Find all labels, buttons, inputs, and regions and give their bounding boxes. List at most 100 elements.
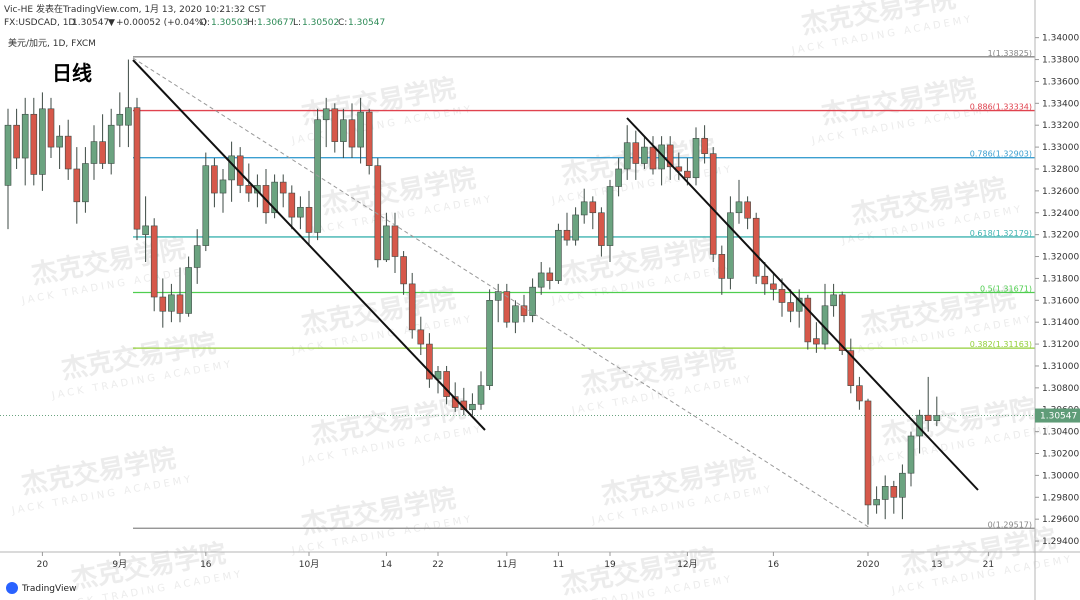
candle-body (400, 256, 407, 285)
candle-body (279, 181, 287, 194)
candle-body (684, 170, 691, 179)
candle-body (503, 291, 511, 323)
y-tick-label: 1.31400 (1042, 318, 1079, 328)
x-tick-label: 16 (768, 560, 780, 570)
candle-body (709, 153, 717, 255)
o-label: O: (200, 18, 210, 28)
y-tick-label: 1.30000 (1042, 471, 1079, 481)
candle-body (486, 300, 493, 386)
candle-body (331, 108, 339, 142)
header-line: Vic-HE 发表在TradingView.com, 1月 13, 2020 1… (4, 3, 266, 15)
candle-body (469, 403, 476, 411)
y-tick-label: 1.30200 (1042, 450, 1079, 460)
candle-body (770, 283, 777, 290)
candle-body (202, 165, 210, 246)
chart-title: 日线 (52, 61, 92, 85)
candle-body (933, 415, 941, 421)
x-tick-label: 10月 (299, 559, 319, 570)
y-tick-label: 1.31600 (1042, 296, 1079, 306)
candle-body (735, 201, 743, 214)
l-value: 1.30502 (302, 18, 339, 28)
candle-body (90, 141, 98, 164)
y-tick-label: 1.31800 (1042, 274, 1079, 284)
candle-body (718, 254, 726, 279)
trend-line (626, 117, 979, 491)
x-tick-label: 11月 (497, 559, 517, 570)
y-tick-label: 1.32400 (1042, 209, 1079, 219)
y-tick-label: 1.33600 (1042, 77, 1079, 87)
x-tick-label: 13 (931, 560, 942, 570)
candle-body (417, 329, 425, 345)
l-label: L: (293, 18, 301, 28)
tradingview-logo: TradingView (6, 582, 76, 594)
candle-body (529, 286, 536, 316)
candle-body (787, 302, 794, 312)
candle-body (82, 163, 89, 203)
candle-body (30, 113, 38, 175)
x-tick-label: 2020 (857, 560, 880, 570)
candle-body (813, 338, 820, 345)
last-price-label: 1.30547 (1040, 412, 1077, 422)
candle-body (692, 138, 700, 179)
candle-body (778, 289, 786, 303)
candle-body (443, 371, 450, 397)
y-tick-label: 1.33800 (1042, 56, 1079, 66)
h-label: H: (247, 18, 257, 28)
fib-label: 0.618(1.32179) (970, 229, 1032, 238)
candle-body (176, 294, 184, 314)
candle-body (365, 111, 373, 166)
candle-body (39, 108, 46, 175)
candle-body (563, 229, 571, 241)
x-tick-label: 9月 (112, 559, 127, 570)
candle-body (701, 138, 708, 154)
change: +0.00052 (+0.04%) (116, 18, 207, 28)
candle-body (228, 155, 235, 181)
x-tick-label: 14 (381, 560, 393, 570)
y-tick-label: 1.29400 (1042, 537, 1079, 547)
candle-body (856, 385, 863, 402)
candle-body (632, 142, 640, 164)
candle-body (838, 294, 846, 351)
candle-body (245, 185, 253, 194)
candle-body (185, 267, 192, 314)
x-tick-label: 21 (983, 560, 994, 570)
candle-body (744, 201, 751, 219)
candle-body (864, 400, 872, 506)
candle-body (649, 146, 657, 170)
y-tick-label: 1.33400 (1042, 99, 1079, 109)
y-tick-label: 1.33000 (1042, 143, 1079, 153)
y-tick-label: 1.32600 (1042, 187, 1079, 197)
candle-body (271, 181, 278, 214)
candle-body (873, 499, 880, 506)
candle-body (727, 212, 734, 279)
y-tick-label: 1.29800 (1042, 493, 1079, 503)
fib-trend-line (132, 57, 871, 529)
x-tick-label: 12月 (677, 559, 697, 570)
candle-body (434, 371, 442, 380)
symbol: FX:USDCAD, 1D (4, 18, 75, 28)
y-tick-label: 1.32000 (1042, 253, 1079, 263)
candle-body (125, 107, 132, 126)
candle-body (641, 146, 648, 164)
candle-body (761, 275, 769, 285)
fib-label: 0.5(1.31671) (980, 285, 1032, 294)
y-tick-label: 1.34000 (1042, 34, 1079, 44)
candle-body (537, 272, 545, 288)
fib-label: 0.382(1.31163) (970, 340, 1032, 349)
y-tick-label: 1.32200 (1042, 231, 1079, 241)
candle-body (666, 144, 674, 168)
candle-body (168, 294, 175, 312)
candle-body (150, 225, 158, 298)
x-tick-label: 11 (553, 560, 564, 570)
candle-body (133, 107, 141, 230)
candle-body (752, 217, 760, 277)
